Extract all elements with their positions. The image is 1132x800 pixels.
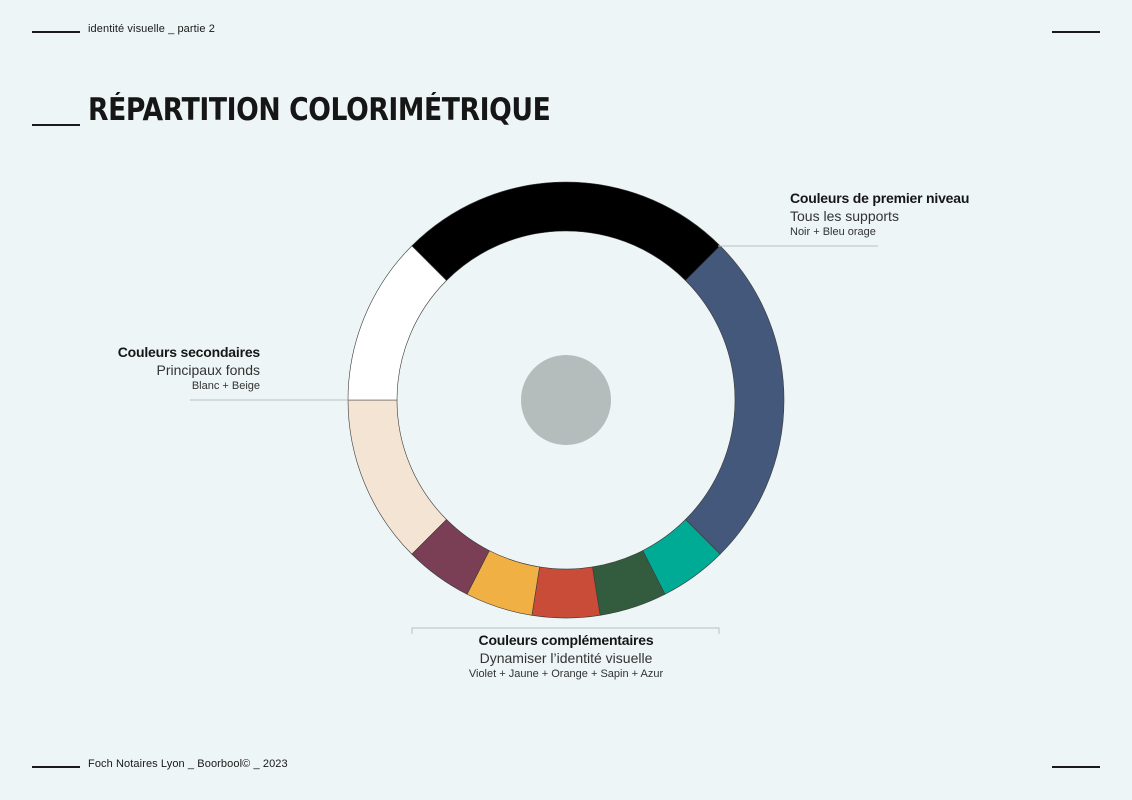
group-label-complementaires: Couleurs complémentaires Dynamiser l’ide… [416,632,716,680]
group-usage-complementaires: Dynamiser l’identité visuelle [479,650,653,666]
group-heading-secondaires: Couleurs secondaires [117,344,260,360]
donut-segment-blanc [347,245,447,401]
footer-rule-left [32,766,80,768]
donut-segment-beige [347,399,447,555]
group-label-secondaires: Couleurs secondaires Principaux fonds Bl… [118,344,260,392]
footer-rule-right [1052,766,1100,768]
title-rule [32,124,80,126]
donut-segment-noir [411,181,721,281]
section-label: identité visuelle _ partie 2 [88,23,215,35]
header-rule-right [1052,31,1100,33]
header-rule-left [32,31,80,33]
group-usage-secondaires: Principaux fonds [156,362,260,378]
bracket-complementaires [411,627,720,634]
footer-credit: Foch Notaires Lyon _ Boorbool© _ 2023 [88,758,288,770]
donut-segment-bleu-orage [685,245,785,555]
group-colors-complementaires: Violet + Jaune + Orange + Sapin + Azur [468,668,664,680]
group-label-premier: Couleurs de premier niveau Tous les supp… [790,190,969,238]
group-heading-complementaires: Couleurs complémentaires [478,632,654,648]
group-colors-secondaires: Blanc + Beige [191,380,260,392]
group-usage-premier: Tous les supports [790,208,899,224]
donut-segment-orange [531,566,601,619]
group-colors-premier: Noir + Bleu orage [790,226,876,238]
group-heading-premier: Couleurs de premier niveau [790,190,970,206]
center-disc [521,355,611,445]
page-title: RÉPARTITION COLORIMÉTRIQUE [88,92,551,128]
